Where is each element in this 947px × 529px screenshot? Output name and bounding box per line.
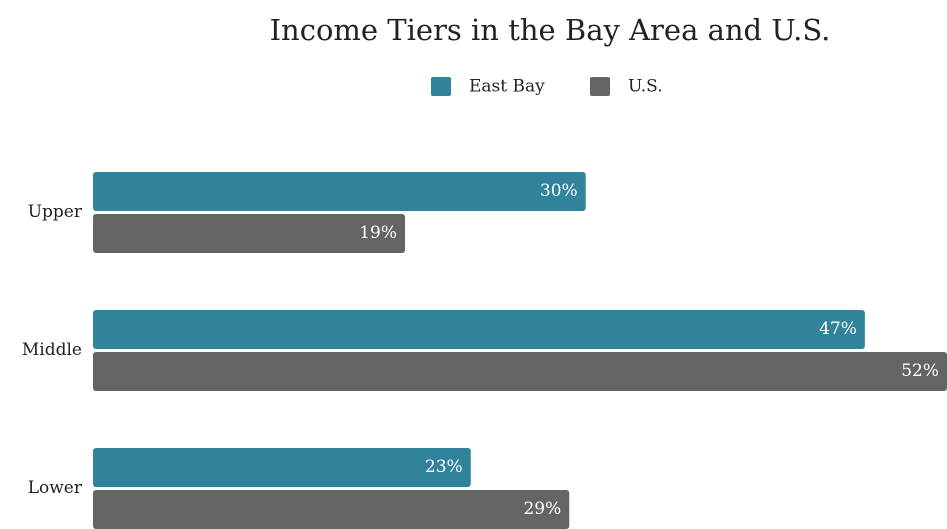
legend-label: U.S. <box>628 77 663 97</box>
bar <box>93 310 865 349</box>
legend-swatch <box>590 77 610 96</box>
bar <box>93 352 947 391</box>
data-label: 47% <box>819 319 857 339</box>
data-label: 29% <box>523 499 561 519</box>
legend-label: East Bay <box>469 77 545 97</box>
y-tick-label: Middle <box>22 340 82 360</box>
data-label: 23% <box>425 457 463 477</box>
bar <box>93 490 570 529</box>
y-tick-label: Upper <box>28 202 83 222</box>
bar <box>93 448 471 487</box>
bar <box>93 214 406 253</box>
legend-swatch <box>431 77 451 96</box>
bar <box>93 172 586 211</box>
chart-title: Income Tiers in the Bay Area and U.S. <box>270 13 831 47</box>
data-label: 30% <box>540 181 578 201</box>
y-tick-label: Lower <box>28 478 83 498</box>
data-label: 52% <box>901 361 939 381</box>
data-label: 19% <box>359 223 397 243</box>
